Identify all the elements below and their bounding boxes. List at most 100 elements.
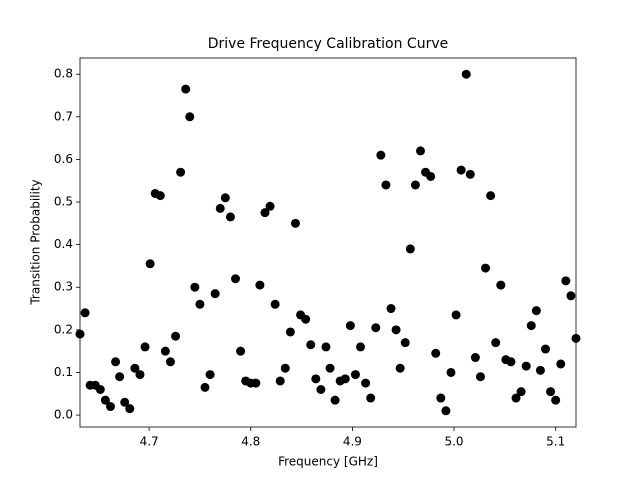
y-tick-label: 0.1 [54, 365, 73, 379]
point [160, 346, 170, 356]
point [255, 280, 265, 290]
point [130, 363, 140, 373]
point [251, 378, 261, 388]
point [181, 84, 191, 94]
point [321, 342, 331, 352]
point [516, 387, 526, 397]
point [165, 357, 175, 367]
point [431, 348, 441, 358]
point [521, 361, 531, 371]
point [145, 259, 155, 269]
point [426, 171, 436, 181]
y-tick-label: 0.5 [54, 195, 73, 209]
point [205, 370, 215, 380]
point [415, 146, 425, 156]
point [171, 331, 181, 341]
point [80, 308, 90, 318]
point [311, 374, 321, 384]
point [561, 276, 571, 286]
y-tick-label: 0.6 [54, 152, 73, 166]
point [461, 69, 471, 79]
chart-title: Drive Frequency Calibration Curve [208, 36, 448, 52]
x-tick-label: 5.0 [444, 435, 463, 449]
point [386, 304, 396, 314]
point [231, 274, 241, 284]
point [215, 203, 225, 213]
point [486, 191, 496, 201]
point [200, 382, 210, 392]
point [100, 395, 110, 405]
point [361, 378, 371, 388]
point [470, 353, 480, 363]
point [301, 314, 311, 324]
y-axis-label: Transition Probability [29, 179, 43, 305]
point [280, 363, 290, 373]
x-axis-label: Frequency [GHz] [278, 455, 378, 469]
point [556, 359, 566, 369]
point [125, 404, 135, 414]
y-tick-label: 0.3 [54, 280, 73, 294]
point [340, 374, 350, 384]
point [176, 167, 186, 177]
point [541, 344, 551, 354]
point [135, 370, 145, 380]
x-tick-label: 4.7 [140, 435, 159, 449]
point [265, 201, 275, 211]
y-tick-label: 0.7 [54, 109, 73, 123]
point [371, 323, 381, 333]
point [436, 393, 446, 403]
point [546, 387, 556, 397]
point [506, 357, 516, 367]
x-tick-label: 5.1 [546, 435, 565, 449]
point [410, 180, 420, 190]
point [376, 150, 386, 160]
point [140, 342, 150, 352]
point [481, 263, 491, 273]
point [316, 385, 326, 395]
point [190, 282, 200, 292]
point [225, 212, 235, 222]
point [391, 325, 401, 335]
x-tick-label: 4.8 [241, 435, 260, 449]
point [511, 393, 521, 403]
point [220, 193, 230, 203]
point [441, 406, 451, 416]
point [210, 289, 220, 299]
point [236, 346, 246, 356]
point [446, 367, 456, 377]
point [285, 327, 295, 337]
point [155, 191, 165, 201]
point [400, 338, 410, 348]
point [356, 342, 366, 352]
point [551, 395, 561, 405]
point [325, 363, 335, 373]
point [120, 397, 130, 407]
x-tick-label: 4.9 [343, 435, 362, 449]
point [491, 338, 501, 348]
point [330, 395, 340, 405]
point [526, 321, 536, 331]
point [531, 306, 541, 316]
plot-frame [79, 57, 577, 428]
y-tick-label: 0.0 [54, 408, 73, 422]
y-tick-label: 0.2 [54, 322, 73, 336]
point [105, 402, 115, 412]
point [496, 280, 506, 290]
point [306, 340, 316, 350]
point [465, 169, 475, 179]
point [345, 321, 355, 331]
point [535, 365, 545, 375]
point [366, 393, 376, 403]
point [95, 385, 105, 395]
point [260, 208, 270, 218]
point [475, 372, 485, 382]
point [270, 299, 280, 309]
point [456, 165, 466, 175]
point [566, 291, 576, 301]
point [405, 244, 415, 254]
y-tick-label: 0.8 [54, 67, 73, 81]
point [381, 180, 391, 190]
point [451, 310, 461, 320]
point [185, 112, 195, 122]
